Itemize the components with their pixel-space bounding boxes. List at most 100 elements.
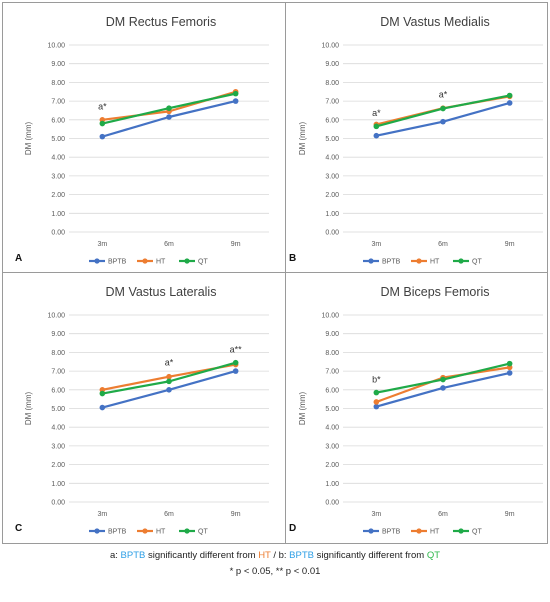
legend-entry: QT [198, 529, 208, 536]
y-tick-label: 1.00 [51, 481, 65, 488]
footnote-significance-legend: a: BPTB significantly different from HT … [0, 548, 550, 564]
y-tick-label: 6.00 [51, 387, 65, 394]
data-point-bptb [506, 370, 513, 376]
panel-divider-horizontal [3, 272, 547, 273]
panel-label: C [15, 523, 22, 534]
y-tick-label: 7.00 [51, 99, 65, 106]
legend-swatch-marker [142, 258, 148, 264]
data-point-bptb [373, 132, 380, 139]
y-tick-label: 6.00 [325, 117, 339, 124]
chart-panel-b: DM Vastus Medialis 0.00 1.00 2.00 3.00 4.00 5.… [285, 3, 550, 273]
legend-entry: BPTB [382, 259, 401, 266]
footnote-qt-label: QT [426, 550, 441, 561]
data-point-bptb [440, 385, 446, 391]
y-tick-label: 0.00 [51, 500, 65, 507]
y-tick-label: 5.00 [51, 136, 65, 143]
x-tick-label: 6m [438, 511, 448, 518]
y-axis-label: DM (mm) [298, 392, 307, 426]
significance-annotation: a* [372, 108, 381, 118]
data-point-bptb [99, 404, 106, 411]
y-tick-label: 10.00 [321, 43, 339, 50]
x-tick-label: 9m [505, 241, 515, 248]
y-tick-label: 8.00 [325, 80, 339, 87]
data-point-bptb [232, 368, 239, 374]
legend-entry: QT [472, 259, 482, 266]
y-tick-label: 8.00 [51, 80, 65, 87]
chart-title: DM Vastus Medialis [380, 15, 490, 29]
y-tick-label: 10.00 [321, 313, 339, 320]
legend-entry: HT [156, 529, 166, 536]
legend-entry: HT [430, 529, 440, 536]
y-tick-label: 9.00 [51, 331, 65, 338]
panel-divider-vertical [285, 3, 286, 543]
y-tick-label: 2.00 [51, 192, 65, 199]
y-tick-label: 5.00 [51, 406, 65, 413]
footnote-separator: / b: [270, 550, 290, 561]
y-tick-label: 5.00 [325, 136, 339, 143]
legend-swatch-marker [94, 258, 100, 264]
line-chart: DM Rectus Femoris 0.00 1.00 2.00 3.00 4.00 5.0… [15, 15, 269, 266]
data-point-ht [166, 373, 172, 380]
legend-entry: HT [430, 259, 440, 266]
line-chart: DM Biceps Femoris 0.00 1.00 2.00 3.00 4.00 5.0… [289, 285, 543, 536]
legend-swatch-marker [184, 528, 190, 534]
significance-annotation: b* [372, 374, 381, 384]
significance-annotation: a** [230, 344, 243, 354]
y-tick-label: 7.00 [325, 99, 339, 106]
y-axis-label: DM (mm) [24, 392, 33, 426]
y-tick-label: 7.00 [325, 369, 339, 376]
footnote: a: BPTB significantly different from HT … [0, 548, 550, 580]
data-point-bptb [440, 118, 446, 125]
x-tick-label: 3m [97, 511, 107, 518]
x-tick-label: 9m [231, 511, 241, 518]
data-point-qt [440, 376, 446, 383]
chart-title: DM Rectus Femoris [106, 15, 216, 29]
data-point-qt [99, 120, 106, 127]
footnote-bptb-label: BPTB [120, 550, 146, 561]
panel-label: B [289, 253, 296, 264]
y-tick-label: 0.00 [325, 500, 339, 507]
legend-entry: QT [472, 529, 482, 536]
legend-swatch-marker [416, 258, 422, 264]
y-tick-label: 6.00 [51, 117, 65, 124]
legend-swatch-marker [458, 528, 464, 534]
chart-title: DM Biceps Femoris [380, 285, 489, 299]
data-point-qt [232, 359, 239, 366]
legend-swatch-marker [368, 528, 374, 534]
data-point-bptb [506, 100, 513, 106]
panel-label: A [15, 253, 22, 264]
x-tick-label: 6m [164, 241, 174, 248]
data-point-qt [373, 389, 380, 396]
chart-panel-c: DM Vastus Lateralis 0.00 1.00 2.00 3.00 4.00 5… [11, 273, 283, 543]
y-tick-label: 0.00 [325, 230, 339, 237]
y-tick-label: 10.00 [47, 313, 65, 320]
y-tick-label: 2.00 [51, 462, 65, 469]
footnote-p-values: * p < 0.05, ** p < 0.01 [229, 566, 321, 577]
legend-entry: HT [156, 259, 166, 266]
y-axis-label: DM (mm) [24, 122, 33, 156]
y-tick-label: 1.00 [325, 211, 339, 218]
x-tick-label: 9m [505, 511, 515, 518]
legend-swatch-marker [142, 528, 148, 534]
y-tick-label: 6.00 [325, 387, 339, 394]
panel-grid: DM Rectus Femoris 0.00 1.00 2.00 3.00 4.00 5.0… [2, 2, 548, 544]
legend-swatch-marker [368, 258, 374, 264]
y-tick-label: 9.00 [325, 331, 339, 338]
data-point-qt [506, 360, 513, 367]
data-point-qt [166, 378, 172, 385]
x-tick-label: 3m [97, 241, 107, 248]
line-chart: DM Vastus Lateralis 0.00 1.00 2.00 3.00 4.00 5… [15, 285, 269, 536]
legend-swatch-marker [94, 528, 100, 534]
legend-swatch-marker [416, 528, 422, 534]
chart-title: DM Vastus Lateralis [106, 285, 217, 299]
significance-annotation: a* [165, 357, 174, 367]
y-tick-label: 9.00 [51, 61, 65, 68]
x-tick-label: 6m [438, 241, 448, 248]
y-tick-label: 1.00 [51, 211, 65, 218]
footnote-text-2: significantly different from [313, 550, 427, 561]
y-tick-label: 8.00 [325, 350, 339, 357]
footnote-ht-label: HT [258, 550, 271, 561]
footnote-a-prefix: a: [109, 550, 121, 561]
y-tick-label: 2.00 [325, 462, 339, 469]
y-tick-label: 4.00 [325, 155, 339, 162]
